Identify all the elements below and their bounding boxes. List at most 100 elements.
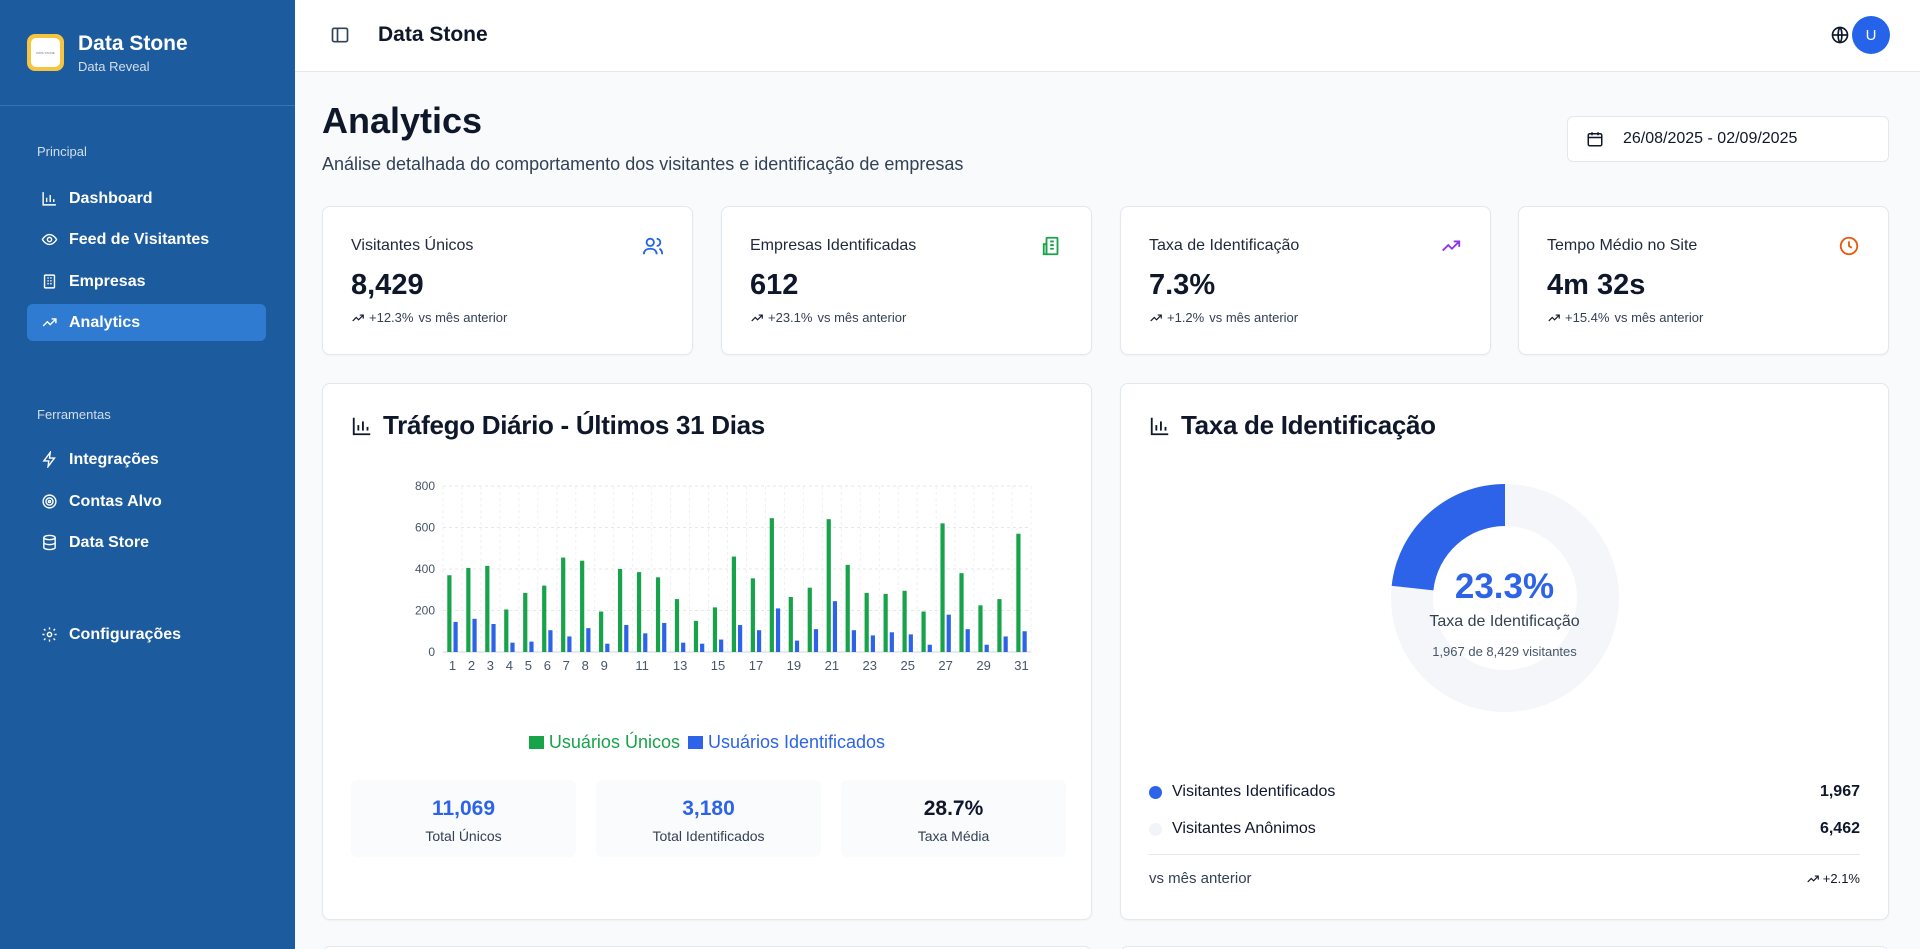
stat-change: +1.2% vs mês anterior [1149, 310, 1298, 325]
legend-dot [1149, 822, 1162, 836]
app-title: Data Stone [378, 23, 488, 46]
trending-up-icon [1548, 314, 1560, 321]
donut-slice-identified [1391, 484, 1505, 591]
y-tick-label: 600 [415, 521, 435, 535]
nav-section-tools: Ferramentas [37, 407, 111, 422]
bar-unique [750, 578, 755, 652]
identification-rate-card: Taxa de Identificação 23.3% Taxa de Iden… [1120, 383, 1889, 920]
gear-icon [42, 627, 57, 642]
bar-unique [921, 611, 926, 652]
bar-unique [731, 556, 736, 652]
x-tick-label: 31 [1014, 658, 1028, 673]
brand-subtitle: Data Reveal [78, 58, 150, 74]
stat-label: Tempo Médio no Site [1547, 237, 1698, 254]
x-tick-label: 4 [506, 658, 513, 673]
trending-up-icon [1442, 240, 1461, 252]
x-tick-label: 15 [711, 658, 725, 673]
sidebar-item-label: Feed de Visitantes [69, 230, 210, 248]
bar-identified [643, 633, 648, 652]
bar-identified [700, 643, 705, 652]
summary-value: 11,069 [431, 797, 496, 820]
bar-identified [548, 630, 553, 652]
summary-total-identified: 3,180 Total Identificados [596, 780, 821, 857]
bar-identified [681, 642, 686, 652]
bar-unique [485, 565, 490, 652]
sidebar-item-feed[interactable]: Feed de Visitantes [27, 221, 266, 258]
trending-up-icon [42, 318, 57, 327]
summary-value: 28.7% [923, 797, 984, 820]
y-tick-label: 200 [415, 604, 435, 618]
legend-identified: Visitantes Identificados 1,967 [1149, 781, 1860, 803]
bar-identified [472, 618, 477, 652]
comparison-change: +2.1% [1806, 871, 1860, 886]
building-icon [1042, 236, 1059, 256]
stat-value: 4m 32s [1547, 269, 1646, 301]
chart-legend: Usuários Únicos Usuários Identificados [323, 732, 1091, 753]
stat-change-note: vs mês anterior [1614, 310, 1704, 325]
bar-identified [813, 629, 819, 652]
bar-identified [1022, 631, 1027, 652]
bar-identified [662, 622, 667, 652]
comparison-label: vs mês anterior [1149, 870, 1252, 887]
bar-identified [624, 625, 629, 652]
legend-swatch [687, 736, 703, 749]
bar-identified [965, 629, 970, 652]
logo-text: DATA STONE [36, 50, 55, 55]
nav-section-principal: Principal [37, 144, 87, 159]
sidebar-item-configuracoes[interactable]: Configurações [27, 616, 266, 653]
x-tick-label: 29 [976, 658, 990, 673]
bar-unique [655, 577, 661, 652]
legend-anonymous: Visitantes Anônimos 6,462 [1149, 818, 1860, 840]
sidebar-item-analytics[interactable]: Analytics [27, 304, 266, 341]
legend-label: Usuários Identificados [707, 732, 886, 752]
bar-identified [908, 634, 913, 652]
sidebar-toggle-icon[interactable] [330, 25, 350, 45]
clock-icon [1839, 236, 1859, 256]
summary-avg-rate: 28.7% Taxa Média [841, 780, 1066, 857]
stat-label: Taxa de Identificação [1149, 237, 1300, 254]
bar-unique [997, 599, 1002, 652]
bar-unique [807, 587, 812, 652]
traffic-chart-title: Tráfego Diário - Últimos 31 Dias [351, 410, 765, 441]
sidebar-item-empresas[interactable]: Empresas [27, 263, 266, 300]
summary-label: Total Identificados [652, 828, 765, 844]
bar-unique [769, 518, 774, 652]
x-tick-label: 3 [487, 658, 494, 673]
bar-unique [636, 572, 642, 652]
sidebar-item-label: Configurações [69, 625, 182, 643]
bar-unique [542, 585, 547, 652]
stat-change-note: vs mês anterior [1209, 310, 1299, 325]
avatar[interactable]: U [1852, 16, 1890, 54]
x-tick-label: 7 [563, 658, 570, 673]
sidebar-item-dashboard[interactable]: Dashboard [27, 180, 266, 217]
x-tick-label: 19 [787, 658, 801, 673]
summary-label: Taxa Média [917, 828, 990, 844]
sidebar-item-label: Integrações [69, 450, 159, 468]
identification-donut-chart [1391, 484, 1619, 712]
trending-up-icon [1807, 875, 1819, 882]
bar-identified [927, 644, 932, 652]
bar-chart-icon [352, 417, 371, 435]
stat-change-note: vs mês anterior [817, 310, 907, 325]
stat-card-avg-time: Tempo Médio no Site 4m 32s +15.4% vs mês… [1518, 206, 1889, 355]
identification-title-text: Taxa de Identificação [1181, 410, 1436, 440]
globe-icon[interactable] [1830, 25, 1850, 45]
summary-total-unique: 11,069 Total Únicos [351, 780, 576, 857]
bar-unique [978, 605, 983, 652]
date-range-picker[interactable]: 26/08/2025 - 02/09/2025 [1567, 116, 1889, 162]
sidebar-item-data-store[interactable]: Data Store [27, 524, 266, 561]
sidebar-item-label: Data Store [69, 533, 150, 551]
bar-unique [504, 609, 509, 652]
sidebar-item-integracoes[interactable]: Integrações [27, 441, 266, 478]
bar-identified [510, 642, 515, 652]
x-tick-label: 9 [601, 658, 608, 673]
date-range-value: 26/08/2025 - 02/09/2025 [1623, 130, 1798, 147]
sidebar-item-contas-alvo[interactable]: Contas Alvo [27, 483, 266, 520]
comparison-change-value: +2.1% [1822, 871, 1860, 886]
bar-unique [693, 620, 699, 652]
x-tick-label: 5 [525, 658, 532, 673]
x-tick-label: 21 [825, 658, 839, 673]
stat-card-visitors: Visitantes Únicos 8,429 +12.3% vs mês an… [322, 206, 693, 355]
bar-identified [775, 608, 781, 652]
